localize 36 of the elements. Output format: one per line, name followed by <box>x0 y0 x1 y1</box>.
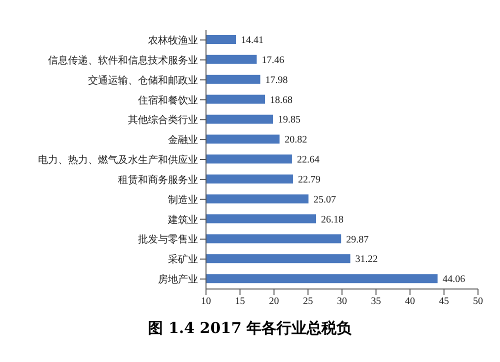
x-tick-label: 20 <box>269 296 279 308</box>
data-label: 31.22 <box>355 254 378 266</box>
y-tick-label: 租赁和商务服务业 <box>118 174 198 186</box>
y-tick-label: 交通运输、仓储和邮政业 <box>88 74 198 86</box>
x-tick-label: 15 <box>235 296 245 308</box>
x-tick-label: 50 <box>473 296 483 308</box>
data-label: 26.18 <box>321 214 344 226</box>
y-tick-label: 住宿和餐饮业 <box>138 94 198 106</box>
data-label: 22.64 <box>296 154 320 166</box>
y-tick-label: 批发与零售业 <box>138 234 198 246</box>
x-tick-label: 45 <box>439 296 449 308</box>
y-tick-label: 房地产业 <box>158 274 198 286</box>
x-tick-label: 35 <box>371 296 381 308</box>
x-tick-label: 25 <box>303 296 313 308</box>
text: 图 1.4 2017 年各行业总税负 <box>147 319 353 338</box>
data-label: 44.06 <box>442 274 466 286</box>
x-tick-label: 10 <box>201 296 211 308</box>
y-tick-label: 电力、热力、燃气及水生产和供应业 <box>38 154 198 166</box>
y-tick-label: 其他综合类行业 <box>128 114 198 126</box>
y-tick-label: 信息传递、软件和信息技术服务业 <box>48 54 198 66</box>
y-tick-label: 金融业 <box>168 134 198 146</box>
data-label: 14.41 <box>240 35 264 46</box>
data-label: 18.68 <box>270 94 293 106</box>
y-tick-label: 建筑业 <box>167 214 198 226</box>
x-tick-label: 40 <box>405 296 415 308</box>
data-label: 29.87 <box>346 234 369 246</box>
y-tick-label: 采矿业 <box>168 254 198 266</box>
data-label: 22.79 <box>298 174 320 186</box>
data-label: 17.46 <box>262 54 284 66</box>
data-label: 25.07 <box>313 194 336 206</box>
data-label: 20.82 <box>284 134 308 146</box>
y-tick-label: 制造业 <box>168 194 198 206</box>
data-label: 17.98 <box>265 74 288 86</box>
x-tick-label: 30 <box>337 296 347 308</box>
y-tick-label: 农林牧渔业 <box>148 34 198 47</box>
data-label: 19.85 <box>278 114 300 126</box>
